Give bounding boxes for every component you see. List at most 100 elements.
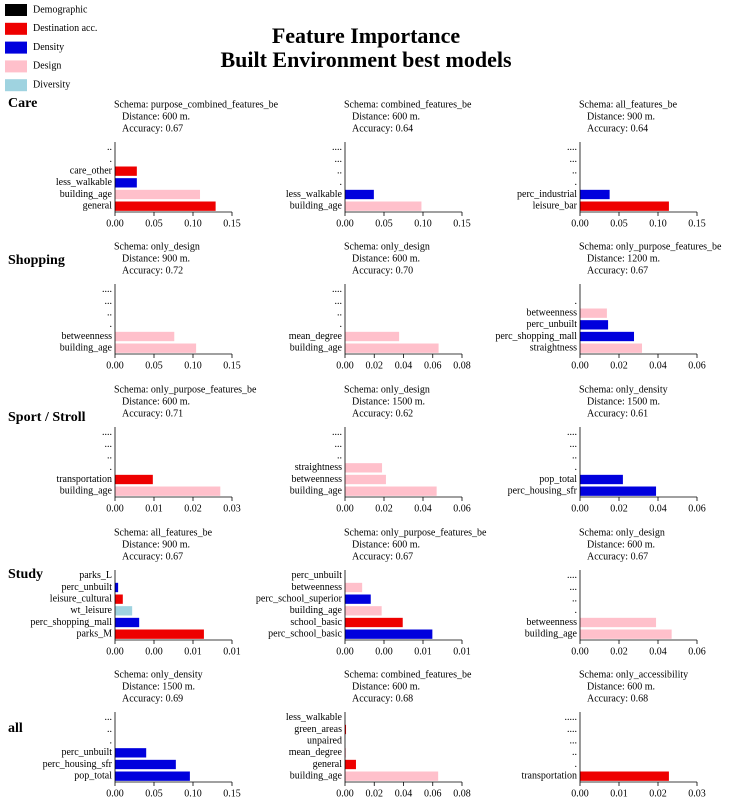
- row-label: Study: [8, 567, 43, 582]
- x-tick-label: 0.00: [336, 218, 354, 229]
- x-tick-label: 0.08: [453, 788, 471, 799]
- x-tick-label: 0.06: [424, 788, 442, 799]
- category-label: perc_unbuilt: [291, 570, 342, 581]
- x-tick-label: 0.05: [145, 360, 163, 371]
- x-tick-label: 0.00: [106, 646, 124, 657]
- x-tick-label: 0.04: [649, 503, 667, 514]
- category-label: perc_school_basic: [268, 628, 342, 639]
- category-label: leisure_bar: [533, 200, 578, 211]
- accuracy: Accuracy: 0.61: [587, 408, 648, 419]
- x-tick-label: 0.00: [145, 646, 163, 657]
- category-label: .: [340, 177, 343, 188]
- x-tick-label: 0.03: [223, 503, 241, 514]
- legend-label: Density: [33, 42, 64, 53]
- category-label: perc_unbuilt: [61, 747, 112, 758]
- bar: [115, 759, 176, 770]
- x-tick-label: 0.01: [184, 646, 202, 657]
- accuracy: Accuracy: 0.68: [352, 693, 413, 704]
- distance: Distance: 600 m.: [587, 539, 655, 550]
- category-label: general: [83, 200, 113, 211]
- bar: [580, 308, 607, 318]
- category-label: ....: [102, 284, 112, 295]
- category-label: green_areas: [294, 724, 342, 735]
- bar: [115, 178, 137, 188]
- distance: Distance: 600 m.: [122, 396, 190, 407]
- x-tick-label: 0.04: [395, 788, 413, 799]
- category-label: building_age: [60, 189, 113, 200]
- distance: Distance: 900 m.: [122, 253, 190, 264]
- distance: Distance: 900 m.: [122, 539, 190, 550]
- category-label: perc_shopping_mall: [30, 617, 112, 628]
- x-tick-label: 0.05: [145, 788, 163, 799]
- row-label: Sport / Stroll: [8, 410, 86, 425]
- bar: [115, 486, 221, 496]
- category-label: ...: [335, 296, 343, 307]
- x-tick-label: 0.10: [184, 788, 202, 799]
- distance: Distance: 900 m.: [587, 111, 655, 122]
- x-tick-label: 0.02: [366, 360, 384, 371]
- x-tick-label: 0.04: [414, 503, 432, 514]
- category-label: .: [575, 462, 578, 473]
- accuracy: Accuracy: 0.70: [352, 265, 413, 276]
- category-label: general: [313, 759, 343, 770]
- bar: [115, 582, 119, 593]
- distance: Distance: 1500 m.: [352, 396, 425, 407]
- category-label: perc_housing_sfr: [43, 759, 113, 770]
- x-tick-label: 0.02: [610, 360, 628, 371]
- category-label: ..: [572, 450, 577, 461]
- schema: Schema: only_design: [579, 527, 665, 538]
- accuracy: Accuracy: 0.72: [122, 265, 183, 276]
- bar: [115, 748, 147, 758]
- category-label: building_age: [290, 605, 343, 616]
- category-label: parks_L: [79, 570, 112, 581]
- legend-swatch: [5, 41, 27, 54]
- category-label: perc_school_superior: [256, 593, 343, 604]
- x-tick-label: 0.02: [649, 788, 667, 799]
- bar: [580, 331, 635, 342]
- category-label: betweenness: [291, 582, 342, 593]
- x-tick-label: 0.04: [649, 360, 667, 371]
- schema: Schema: only_purpose_features_be: [579, 241, 722, 252]
- schema: Schema: purpose_combined_features_be: [114, 99, 279, 110]
- category-label: ..: [572, 593, 577, 604]
- x-tick-label: 0.10: [649, 218, 667, 229]
- x-tick-label: 0.02: [610, 646, 628, 657]
- x-tick-label: 0.01: [145, 503, 163, 514]
- category-label: ...: [570, 735, 578, 746]
- category-label: .....: [565, 712, 578, 723]
- title: Feature Importance: [272, 23, 461, 48]
- x-tick-label: 0.00: [106, 503, 124, 514]
- x-tick-label: 0.00: [106, 788, 124, 799]
- bar: [115, 474, 153, 485]
- category-label: transportation: [521, 770, 577, 781]
- accuracy: Accuracy: 0.67: [122, 551, 183, 562]
- legend-swatch: [5, 60, 27, 73]
- x-tick-label: 0.15: [453, 218, 471, 229]
- bar: [345, 748, 347, 758]
- legend-label: Demographic: [33, 4, 88, 15]
- schema: Schema: only_purpose_features_be: [344, 527, 487, 538]
- schema: Schema: only_design: [114, 241, 200, 252]
- category-label: ...: [570, 154, 578, 165]
- legend-label: Diversity: [33, 79, 70, 90]
- x-tick-label: 0.00: [336, 503, 354, 514]
- category-label: ....: [332, 284, 342, 295]
- bar: [345, 606, 382, 616]
- bar: [580, 486, 657, 496]
- x-tick-label: 0.15: [223, 218, 241, 229]
- x-tick-label: 0.01: [414, 646, 432, 657]
- legend-swatch: [5, 22, 27, 35]
- category-label: ...: [105, 439, 113, 450]
- bar: [580, 617, 657, 628]
- category-label: perc_unbuilt: [61, 582, 112, 593]
- category-label: ...: [335, 154, 343, 165]
- schema: Schema: combined_features_be: [344, 669, 472, 680]
- category-label: ..: [337, 450, 342, 461]
- category-label: building_age: [60, 342, 113, 353]
- x-tick-label: 0.15: [688, 218, 706, 229]
- bar: [345, 771, 439, 781]
- accuracy: Accuracy: 0.64: [352, 123, 413, 134]
- bar: [115, 331, 175, 342]
- category-label: ....: [332, 427, 342, 438]
- x-tick-label: 0.05: [375, 218, 393, 229]
